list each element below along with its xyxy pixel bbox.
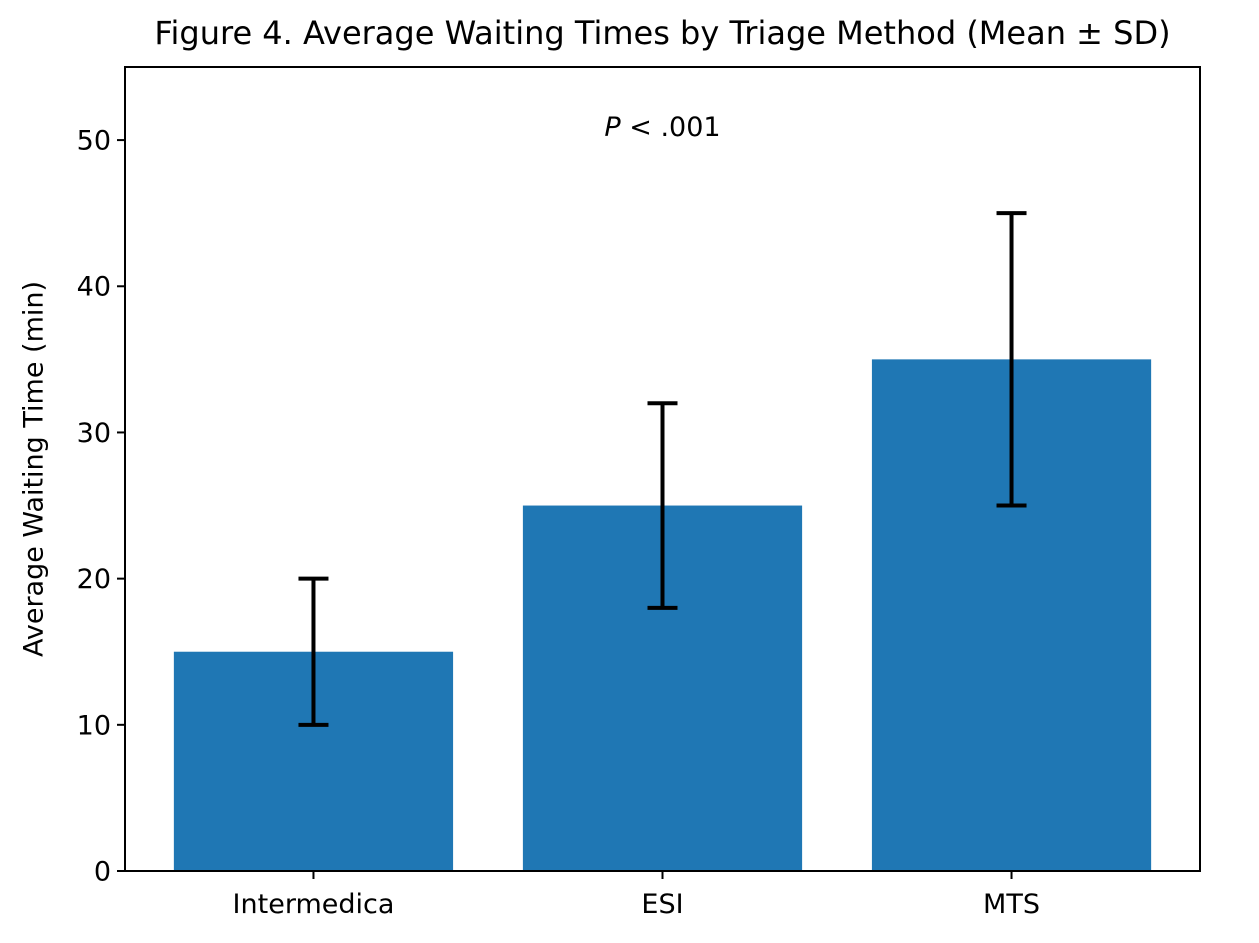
p-value-symbol: P (604, 112, 621, 143)
chart-title: Figure 4. Average Waiting Times by Triag… (154, 14, 1171, 52)
p-value-annotation: P < .001 (125, 112, 1200, 143)
y-tick-label: 30 (77, 418, 111, 449)
y-tick-label: 40 (77, 272, 111, 303)
x-tick-label: Intermedica (233, 889, 395, 920)
y-tick-label: 10 (77, 710, 111, 741)
y-tick-label: 0 (94, 856, 111, 887)
y-tick-label: 20 (77, 564, 111, 595)
p-value-text: < .001 (620, 112, 721, 143)
x-tick-label: MTS (983, 889, 1040, 920)
x-tick-label: ESI (641, 889, 683, 920)
y-tick-label: 50 (77, 126, 111, 157)
